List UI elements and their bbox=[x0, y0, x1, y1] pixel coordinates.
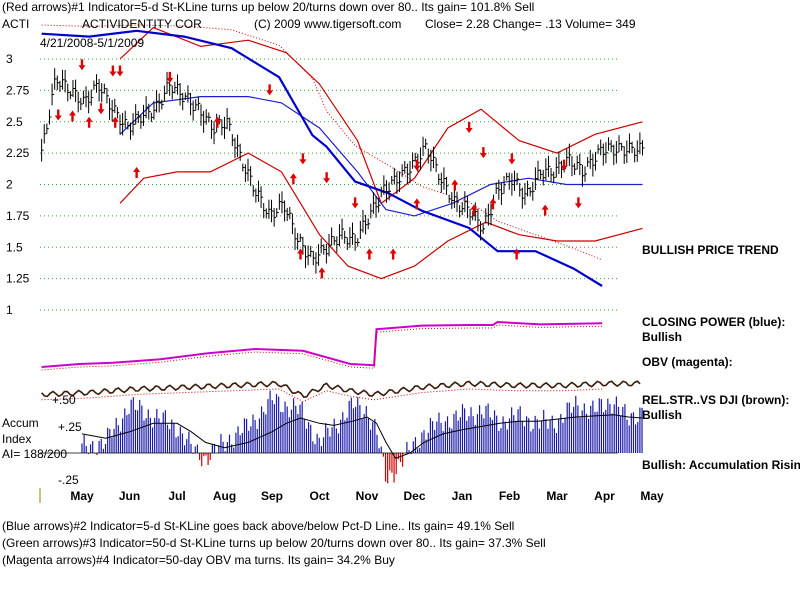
price-bars bbox=[41, 68, 645, 274]
copyright-text: (C) 2009 www.tigersoft.com bbox=[254, 17, 402, 31]
obv-line bbox=[41, 320, 603, 368]
closing-power-ma bbox=[41, 24, 603, 261]
sell-arrow-icon bbox=[574, 197, 582, 209]
sell-arrow-icon bbox=[97, 103, 105, 115]
buy-arrow-icon bbox=[451, 179, 459, 191]
relstr-ma bbox=[41, 388, 603, 403]
sell-arrow-icon bbox=[109, 65, 117, 77]
company-name: ACTIVIDENTITY COR bbox=[82, 17, 202, 31]
buy-arrow-icon bbox=[470, 204, 478, 216]
sell-arrow-icon bbox=[299, 153, 307, 165]
sell-arrow-icon bbox=[413, 159, 421, 171]
sell-arrow-icon bbox=[166, 71, 174, 83]
sell-arrow-icon bbox=[54, 109, 62, 121]
sell-arrow-icon bbox=[465, 122, 473, 134]
price-tick-label: 3 bbox=[6, 52, 13, 66]
accum-title: Accum bbox=[2, 416, 39, 430]
obv-label: OBV (magenta): bbox=[642, 355, 733, 369]
month-tick-label: Jan bbox=[452, 489, 473, 503]
buy-arrow-icon bbox=[111, 116, 119, 128]
price-axis: 3 2.75 2.5 2.25 2 1.75 1.5 1.25 1 bbox=[6, 52, 30, 317]
price-gridlines bbox=[40, 58, 618, 311]
index-title: Index bbox=[2, 432, 32, 446]
buy-arrow-icon bbox=[365, 248, 373, 260]
buy-arrow-icon bbox=[389, 248, 397, 260]
relstr-line bbox=[41, 380, 641, 399]
accum-tick-neg025: -.25 bbox=[58, 473, 79, 487]
month-tick-label: Aug bbox=[213, 489, 236, 503]
buy-arrow-icon bbox=[297, 248, 304, 260]
month-tick-label: Nov bbox=[356, 489, 379, 503]
month-tick-label: Dec bbox=[403, 489, 425, 503]
price-tick-label: 1.5 bbox=[6, 240, 23, 254]
closing-power-state: Bullish bbox=[642, 330, 683, 344]
date-range: 4/21/2008-5/1/2009 bbox=[40, 36, 145, 50]
obv-ma bbox=[41, 324, 603, 371]
price-tick-label: 1.75 bbox=[6, 209, 30, 223]
accum-state: Bullish: Accumulation Rising bbox=[642, 458, 800, 472]
quote-summary: Close= 2.28 Change= .13 Volume= 349 bbox=[425, 17, 636, 31]
month-tick-label: May bbox=[640, 489, 664, 503]
price-tick-label: 2.5 bbox=[6, 115, 23, 129]
buy-arrow-icon bbox=[413, 198, 421, 210]
relstr-state: Bullish bbox=[642, 408, 683, 422]
month-tick-label: Oct bbox=[309, 489, 329, 503]
sell-arrow-icon bbox=[560, 159, 568, 171]
price-tick-label: 2.75 bbox=[6, 83, 30, 97]
band-lower-line bbox=[119, 152, 643, 280]
month-tick-label: Apr bbox=[594, 489, 615, 503]
price-tick-label: 1 bbox=[6, 303, 13, 317]
sell-arrow-icon bbox=[266, 84, 274, 96]
header-indicator-1: (Red arrows)#1 Indicator=5-d St-KLine tu… bbox=[2, 0, 535, 14]
accum-ma-line bbox=[81, 414, 643, 459]
price-tick-label: 2.25 bbox=[6, 146, 30, 160]
indicator-lines bbox=[41, 24, 643, 403]
ai-value: AI= 188/200 bbox=[2, 447, 68, 461]
band-upper-line bbox=[119, 26, 643, 205]
sell-arrow-icon bbox=[479, 147, 487, 159]
footer-indicator-3: (Green arrows)#3 Indicator=50-d St-KLine… bbox=[2, 536, 546, 550]
price-tick-label: 2 bbox=[6, 178, 13, 192]
buy-arrow-icon bbox=[513, 248, 521, 260]
sell-arrow-icon bbox=[351, 197, 359, 209]
month-tick-label: Feb bbox=[499, 489, 520, 503]
buy-arrow-icon bbox=[541, 204, 549, 216]
sell-arrow-icon bbox=[78, 59, 86, 71]
footer-indicator-4: (Magenta arrows)#4 Indicator=50-day OBV … bbox=[2, 553, 395, 567]
accum-tick-050: +.50 bbox=[52, 393, 76, 407]
buy-arrow-icon bbox=[318, 267, 326, 279]
month-tick-label: Jun bbox=[119, 489, 140, 503]
closing-power-line bbox=[41, 29, 603, 287]
price-tick-label: 1.25 bbox=[6, 272, 30, 286]
sell-arrow-icon bbox=[323, 172, 331, 184]
month-tick-label: May bbox=[70, 489, 94, 503]
signal-arrows bbox=[54, 59, 582, 279]
accumulation-index-panel bbox=[40, 390, 643, 484]
buy-arrow-icon bbox=[69, 110, 76, 122]
buy-arrow-icon bbox=[213, 116, 221, 128]
trend-label: BULLISH PRICE TREND bbox=[642, 243, 779, 257]
footer-indicator-2: (Blue arrows)#2 Indicator=5-d St-KLine g… bbox=[2, 519, 515, 533]
month-tick-label: Jul bbox=[168, 489, 185, 503]
sell-arrow-icon bbox=[508, 153, 516, 165]
month-tick-label: Sep bbox=[261, 489, 283, 503]
ticker-symbol: ACTI bbox=[2, 17, 30, 31]
accum-tick-025: +.25 bbox=[58, 420, 82, 434]
buy-arrow-icon bbox=[85, 116, 93, 128]
month-tick-label: Mar bbox=[546, 489, 568, 503]
month-axis: May Jun Jul Aug Sep Oct Nov Dec Jan Feb Mar Apr May bbox=[70, 489, 664, 503]
moving-average-line bbox=[119, 95, 643, 217]
relstr-label: REL.STR..VS DJI (brown): bbox=[642, 393, 790, 407]
sell-arrow-icon bbox=[116, 65, 124, 77]
buy-arrow-icon bbox=[133, 166, 141, 178]
buy-arrow-icon bbox=[289, 173, 297, 185]
buy-arrow-icon bbox=[489, 198, 497, 210]
closing-power-label: CLOSING POWER (blue): bbox=[642, 315, 786, 329]
